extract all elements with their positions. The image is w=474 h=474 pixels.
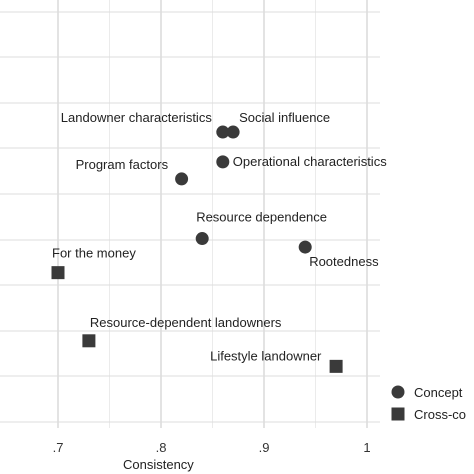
data-points [51,125,343,373]
point-cross-case [82,334,96,348]
point-label: Landowner characteristics [61,110,213,125]
point-label: Resource-dependent landowners [90,315,282,330]
point-label: Rootedness [309,254,379,269]
point-concept [226,125,240,139]
point-concept [195,232,209,246]
grid-lines [0,0,380,428]
point-label: Lifestyle landowner [210,348,322,363]
legend-label: Cross-co [414,407,466,422]
x-tick-label: 1 [363,440,370,455]
point-label: Social influence [239,110,330,125]
point-label: Resource dependence [196,210,327,225]
x-axis-title: Consistency [123,457,194,472]
x-tick-label: .9 [259,440,270,455]
point-concept [298,240,312,254]
point-concept [216,155,230,169]
point-cross-case [51,266,65,280]
legend: Concept Cross-co [391,385,466,422]
point-label: For the money [52,246,136,261]
legend-key-cross-case [391,407,405,421]
point-label: Operational characteristics [233,154,387,169]
x-tick-label: .7 [53,440,64,455]
x-tick-label: .8 [156,440,167,455]
point-cross-case [329,359,343,373]
legend-key-concept [391,385,405,399]
point-labels: Landowner characteristics Social influenc… [52,110,387,363]
point-concept [216,125,230,139]
point-concept [175,172,189,186]
x-axis-ticks: .7 .8 .9 1 [53,440,371,455]
point-label: Program factors [76,157,169,172]
legend-label: Concept [414,385,463,400]
